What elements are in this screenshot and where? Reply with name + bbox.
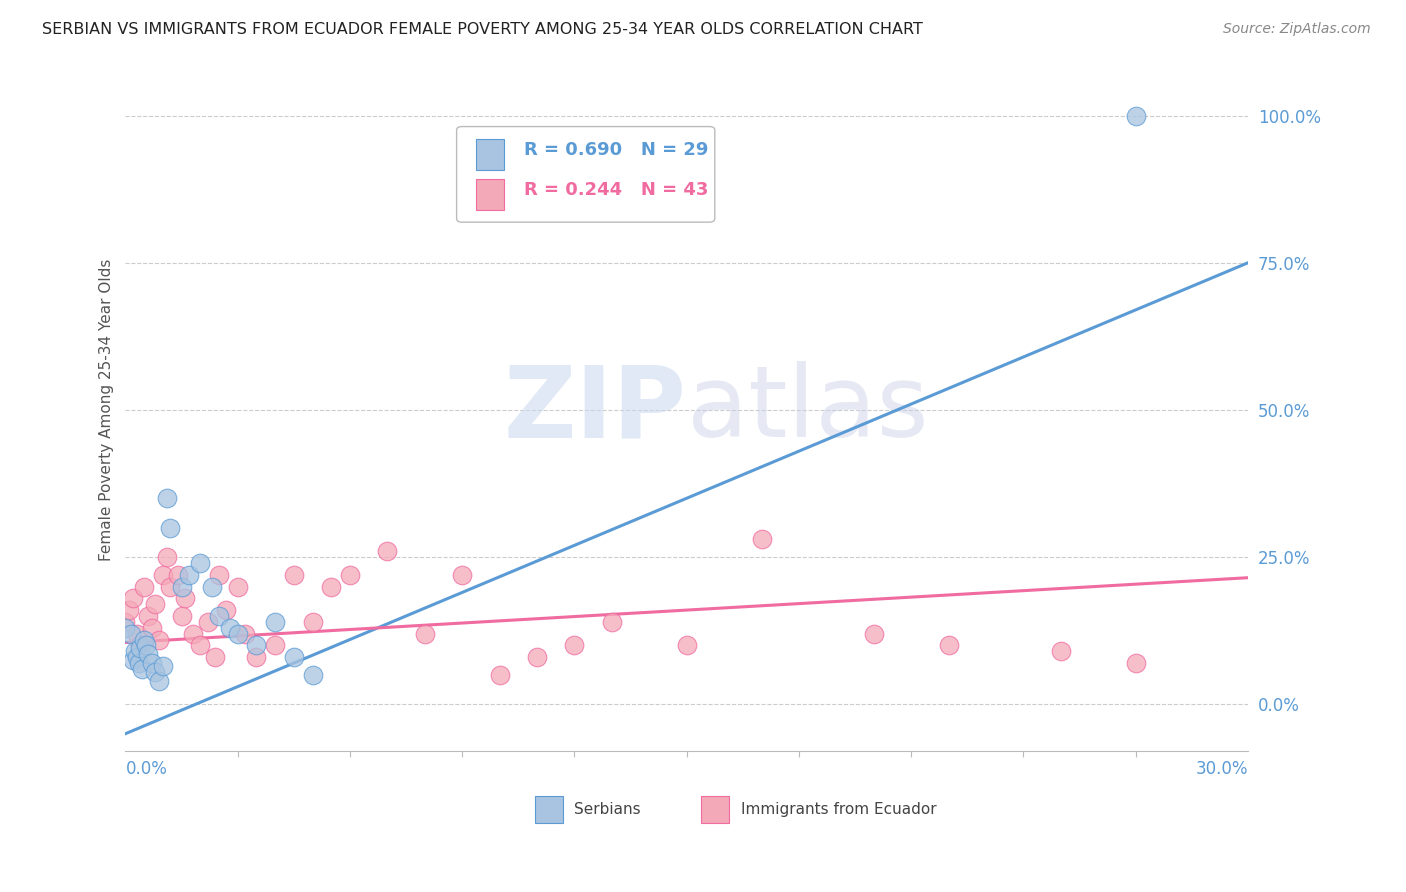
Text: 0.0%: 0.0% xyxy=(125,760,167,778)
Point xyxy=(159,580,181,594)
Point xyxy=(156,550,179,565)
Point xyxy=(526,650,548,665)
Point xyxy=(125,626,148,640)
Point xyxy=(233,626,256,640)
FancyBboxPatch shape xyxy=(475,139,503,169)
Point xyxy=(145,665,167,679)
Text: 30.0%: 30.0% xyxy=(1195,760,1249,778)
Point xyxy=(114,621,136,635)
Point xyxy=(226,580,249,594)
Point xyxy=(136,609,159,624)
Y-axis label: Female Poverty Among 25-34 Year Olds: Female Poverty Among 25-34 Year Olds xyxy=(100,259,114,561)
Point xyxy=(283,567,305,582)
Point xyxy=(301,668,323,682)
Point xyxy=(181,626,204,640)
Point xyxy=(862,626,884,640)
Point xyxy=(156,491,179,506)
Point xyxy=(131,662,153,676)
Point xyxy=(128,656,150,670)
Point xyxy=(114,615,136,629)
Point xyxy=(204,650,226,665)
Point xyxy=(136,647,159,661)
Text: Serbians: Serbians xyxy=(575,802,641,817)
Point xyxy=(148,632,170,647)
Point xyxy=(129,641,152,656)
Point xyxy=(208,567,231,582)
Point xyxy=(141,656,163,670)
Point xyxy=(264,639,287,653)
Point xyxy=(488,668,510,682)
Text: SERBIAN VS IMMIGRANTS FROM ECUADOR FEMALE POVERTY AMONG 25-34 YEAR OLDS CORRELAT: SERBIAN VS IMMIGRANTS FROM ECUADOR FEMAL… xyxy=(42,22,924,37)
Point xyxy=(177,567,200,582)
FancyBboxPatch shape xyxy=(536,796,564,823)
FancyBboxPatch shape xyxy=(475,179,503,210)
Text: atlas: atlas xyxy=(686,361,928,458)
Point xyxy=(564,639,586,653)
Point xyxy=(339,567,361,582)
Text: Source: ZipAtlas.com: Source: ZipAtlas.com xyxy=(1223,22,1371,37)
Point xyxy=(122,653,145,667)
Point xyxy=(125,650,148,665)
Point xyxy=(301,615,323,629)
Point xyxy=(283,650,305,665)
Point xyxy=(135,639,157,653)
Point xyxy=(120,626,142,640)
Point xyxy=(159,521,181,535)
Point xyxy=(152,659,174,673)
Text: R = 0.244   N = 43: R = 0.244 N = 43 xyxy=(524,181,709,199)
Point xyxy=(188,556,211,570)
Point xyxy=(152,567,174,582)
Point xyxy=(118,603,141,617)
Point xyxy=(1050,644,1073,658)
Point xyxy=(264,615,287,629)
Point xyxy=(145,597,167,611)
Point xyxy=(219,621,242,635)
Point xyxy=(197,615,219,629)
Point xyxy=(134,632,156,647)
Point xyxy=(1125,656,1147,670)
Point xyxy=(134,580,156,594)
Point xyxy=(751,533,773,547)
Text: ZIP: ZIP xyxy=(503,361,686,458)
Point xyxy=(148,673,170,688)
Point xyxy=(166,567,188,582)
Point xyxy=(200,580,222,594)
Text: R = 0.690   N = 29: R = 0.690 N = 29 xyxy=(524,142,709,160)
Point xyxy=(188,639,211,653)
Point xyxy=(245,639,267,653)
FancyBboxPatch shape xyxy=(457,127,714,222)
Point xyxy=(1125,109,1147,123)
Point xyxy=(170,580,193,594)
Point xyxy=(170,609,193,624)
FancyBboxPatch shape xyxy=(702,796,730,823)
Point xyxy=(451,567,474,582)
Point xyxy=(129,639,152,653)
Point xyxy=(122,591,145,606)
Point xyxy=(675,639,697,653)
Point xyxy=(141,621,163,635)
Point xyxy=(226,626,249,640)
Point xyxy=(600,615,623,629)
Point xyxy=(377,544,399,558)
Point xyxy=(245,650,267,665)
Point xyxy=(938,639,960,653)
Point xyxy=(208,609,231,624)
Point xyxy=(215,603,238,617)
Point xyxy=(321,580,343,594)
Point xyxy=(124,644,146,658)
Text: Immigrants from Ecuador: Immigrants from Ecuador xyxy=(741,802,936,817)
Point xyxy=(413,626,436,640)
Point xyxy=(174,591,197,606)
